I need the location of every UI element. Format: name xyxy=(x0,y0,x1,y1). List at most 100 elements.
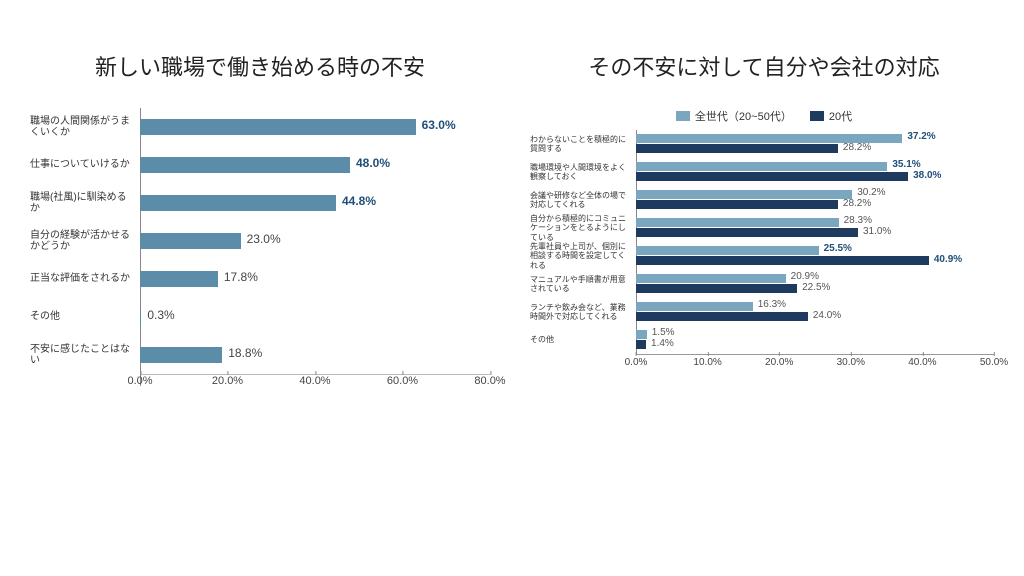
right-value-twenties: 28.2% xyxy=(843,142,871,153)
right-bar-twenties xyxy=(636,228,858,237)
right-bar-all xyxy=(636,218,839,227)
page: 新しい職場で働き始める時の不安 職場の人間関係がうまくいくか 63.0% 仕事につい… xyxy=(0,0,1024,576)
left-category-label: 仕事についていけるか xyxy=(30,159,140,171)
right-value-twenties: 40.9% xyxy=(934,254,962,265)
left-x-tick: 0.0% xyxy=(127,375,152,387)
left-x-tick: 60.0% xyxy=(387,375,418,387)
right-chart: わからないことを積極的に質問する 37.2% 28.2% 職場環境や人間環境をよく観察… xyxy=(530,130,994,376)
right-x-tick: 0.0% xyxy=(625,357,648,368)
left-bar xyxy=(140,157,350,173)
left-bar xyxy=(140,195,336,211)
legend-label: 20代 xyxy=(829,108,852,124)
left-bar-row: 仕事についていけるか48.0% xyxy=(30,146,490,184)
left-value-label: 23.0% xyxy=(247,232,281,246)
legend-label: 全世代（20~50代） xyxy=(695,108,792,124)
right-bar-twenties xyxy=(636,200,838,209)
right-value-twenties: 38.0% xyxy=(913,170,941,181)
right-bar-all xyxy=(636,190,852,199)
right-category-label: 会議や研修など全体の場で対応してくれる xyxy=(530,186,636,214)
right-bar-all xyxy=(636,330,647,339)
right-category-label: ランチや飲み会など、業務時間外で対応してくれる xyxy=(530,298,636,326)
left-value-label: 44.8% xyxy=(342,194,376,208)
right-bar-twenties xyxy=(636,172,908,181)
right-value-all: 30.2% xyxy=(857,187,885,198)
left-bar xyxy=(140,271,218,287)
right-bar-twenties xyxy=(636,312,808,321)
right-value-all: 37.2% xyxy=(907,131,935,142)
right-bar-track: 35.1%38.0% xyxy=(636,158,994,186)
left-bar-track: 0.3% xyxy=(140,298,490,336)
right-bar-row: ランチや飲み会など、業務時間外で対応してくれる 16.3% 24.0% xyxy=(530,298,994,326)
left-bar xyxy=(140,347,222,363)
right-value-all: 28.3% xyxy=(844,215,872,226)
right-bar-track: 1.5%1.4% xyxy=(636,326,994,354)
right-bar-twenties xyxy=(636,340,646,349)
left-category-label: 正当な評価をされるか xyxy=(30,273,140,285)
left-bar-row: 職場の人間関係がうまくいくか 63.0% xyxy=(30,108,490,146)
legend-item: 20代 xyxy=(810,108,852,124)
left-x-tick: 80.0% xyxy=(474,375,505,387)
left-category-label: 不安に感じたことはない xyxy=(30,344,140,367)
right-bar-track: 30.2%28.2% xyxy=(636,186,994,214)
left-bar-row: 正当な評価をされるか 17.8% xyxy=(30,260,490,298)
right-bar-all xyxy=(636,302,753,311)
left-bar-track: 48.0% xyxy=(140,146,490,184)
right-bar-row: 自分から積極的にコミュニケーションをとるようにしている 28.3%31.0% xyxy=(530,214,994,242)
right-value-all: 1.5% xyxy=(652,327,675,338)
right-bar-all xyxy=(636,246,819,255)
right-bar-track: 25.5%40.9% xyxy=(636,242,994,270)
left-category-label: 職場の人間関係がうまくいくか xyxy=(30,116,140,139)
left-bar-track: 17.8% xyxy=(140,260,490,298)
right-value-twenties: 24.0% xyxy=(813,310,841,321)
right-bar-row: 先輩社員や上司が、個別に相談する時間を設定してくれる25.5%40.9% xyxy=(530,242,994,270)
left-bar xyxy=(140,233,241,249)
right-panel: その不安に対して自分や会社の対応 全世代（20~50代） 20代 わからないことを… xyxy=(524,20,1004,566)
right-value-all: 35.1% xyxy=(892,159,920,170)
legend-swatch xyxy=(676,111,690,121)
right-bar-track: 37.2% 28.2% xyxy=(636,130,994,158)
left-value-label: 63.0% xyxy=(422,118,456,132)
left-bar-row: その他0.3% xyxy=(30,298,490,336)
right-bar-twenties xyxy=(636,256,929,265)
left-x-tick: 40.0% xyxy=(299,375,330,387)
right-bar-twenties xyxy=(636,144,838,153)
left-x-tick: 20.0% xyxy=(212,375,243,387)
left-category-label: 職場(社風)に馴染めるか xyxy=(30,192,140,215)
right-value-twenties: 31.0% xyxy=(863,226,891,237)
right-x-tick: 20.0% xyxy=(765,357,793,368)
right-bar-twenties xyxy=(636,284,797,293)
right-title: その不安に対して自分や会社の対応 xyxy=(524,50,1004,82)
right-bar-row: 会議や研修など全体の場で対応してくれる30.2%28.2% xyxy=(530,186,994,214)
right-bar-row: その他1.5%1.4% xyxy=(530,326,994,354)
left-bar-row: 自分の経験が活かせるかどうか23.0% xyxy=(30,222,490,260)
right-category-label: 自分から積極的にコミュニケーションをとるようにしている xyxy=(530,214,636,242)
right-bar-all xyxy=(636,274,786,283)
legend-swatch xyxy=(810,111,824,121)
left-bar-track: 63.0% xyxy=(140,108,490,146)
right-x-tick: 50.0% xyxy=(980,357,1008,368)
left-x-axis: 0.0%20.0%40.0%60.0%80.0% xyxy=(140,375,490,397)
right-bar-row: わからないことを積極的に質問する 37.2% 28.2% xyxy=(530,130,994,158)
right-category-label: マニュアルや手順書が用意されている xyxy=(530,270,636,298)
left-bar xyxy=(140,119,416,135)
right-value-all: 20.9% xyxy=(791,271,819,282)
right-value-twenties: 1.4% xyxy=(651,338,674,349)
left-bar-track: 23.0% xyxy=(140,222,490,260)
left-panel: 新しい職場で働き始める時の不安 職場の人間関係がうまくいくか 63.0% 仕事につい… xyxy=(20,20,500,566)
right-x-axis: 0.0%10.0%20.0%30.0%40.0%50.0% xyxy=(636,354,994,376)
left-bar-track: 44.8% xyxy=(140,184,490,222)
left-title: 新しい職場で働き始める時の不安 xyxy=(20,50,500,82)
right-value-twenties: 28.2% xyxy=(843,198,871,209)
legend-item: 全世代（20~50代） xyxy=(676,108,792,124)
left-value-label: 18.8% xyxy=(228,346,262,360)
right-value-twenties: 22.5% xyxy=(802,282,830,293)
right-category-label: わからないことを積極的に質問する xyxy=(530,130,636,158)
right-category-label: その他 xyxy=(530,326,636,354)
left-value-label: 0.3% xyxy=(147,308,174,322)
left-bar xyxy=(140,309,141,325)
right-x-tick: 30.0% xyxy=(837,357,865,368)
right-value-all: 16.3% xyxy=(758,299,786,310)
right-bar-row: 職場環境や人間環境をよく観察しておく35.1%38.0% xyxy=(530,158,994,186)
left-value-label: 17.8% xyxy=(224,270,258,284)
left-bar-track: 18.8% xyxy=(140,336,490,374)
